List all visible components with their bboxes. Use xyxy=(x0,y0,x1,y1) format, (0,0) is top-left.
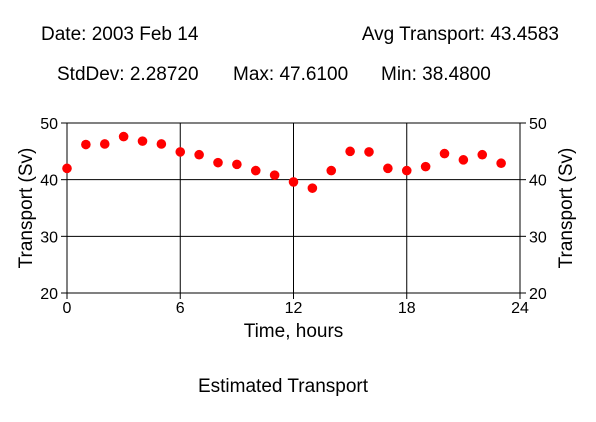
max-label: Max: 47.6100 xyxy=(233,64,349,85)
data-points xyxy=(62,131,506,193)
y-axis-label-left: Transport (Sv) xyxy=(16,148,37,269)
data-point xyxy=(137,136,148,146)
data-point xyxy=(250,165,261,176)
data-point xyxy=(326,165,337,176)
min-label: Min: 38.4800 xyxy=(381,64,491,85)
y-tick-label-left: 30 xyxy=(40,229,58,246)
x-tick-label: 24 xyxy=(511,300,529,317)
x-tick-label: 6 xyxy=(176,300,185,317)
date-label: Date: 2003 Feb 14 xyxy=(41,24,199,45)
y-tick-label-right: 40 xyxy=(529,173,547,190)
data-point xyxy=(420,161,431,172)
data-point xyxy=(156,139,167,149)
data-point xyxy=(232,159,242,170)
y-tick-label-left: 50 xyxy=(40,116,58,133)
x-tick-label: 12 xyxy=(285,300,303,317)
data-point xyxy=(439,148,450,159)
x-axis-label: Time, hours xyxy=(244,321,344,342)
x-tick-label: 0 xyxy=(63,300,72,317)
data-point xyxy=(345,146,355,157)
data-point xyxy=(269,170,280,180)
y-tick-label-left: 20 xyxy=(40,286,58,303)
chart-caption: Estimated Transport xyxy=(198,376,369,397)
data-point xyxy=(477,149,488,160)
data-point xyxy=(175,147,186,157)
data-point xyxy=(99,139,110,149)
y-tick-label-left: 40 xyxy=(40,173,58,190)
y-tick-label-right: 20 xyxy=(529,286,547,303)
data-point xyxy=(307,183,318,193)
x-tick-label: 18 xyxy=(398,300,416,317)
y-axis-label-right: Transport (Sv) xyxy=(556,148,577,269)
stddev-label: StdDev: 2.28720 xyxy=(57,64,199,85)
data-point xyxy=(496,158,506,169)
data-point xyxy=(194,149,204,160)
data-point xyxy=(364,147,374,157)
y-tick-label-right: 30 xyxy=(529,229,547,246)
data-point xyxy=(401,165,412,176)
data-point xyxy=(383,163,393,174)
grid xyxy=(67,123,520,293)
data-point xyxy=(62,163,72,174)
data-point xyxy=(118,131,129,142)
data-point xyxy=(213,157,223,168)
data-point xyxy=(81,139,91,150)
y-tick-label-right: 50 xyxy=(529,116,547,133)
avg-transport-label: Avg Transport: 43.4583 xyxy=(361,24,559,45)
data-point xyxy=(458,155,469,165)
data-point xyxy=(288,177,299,187)
